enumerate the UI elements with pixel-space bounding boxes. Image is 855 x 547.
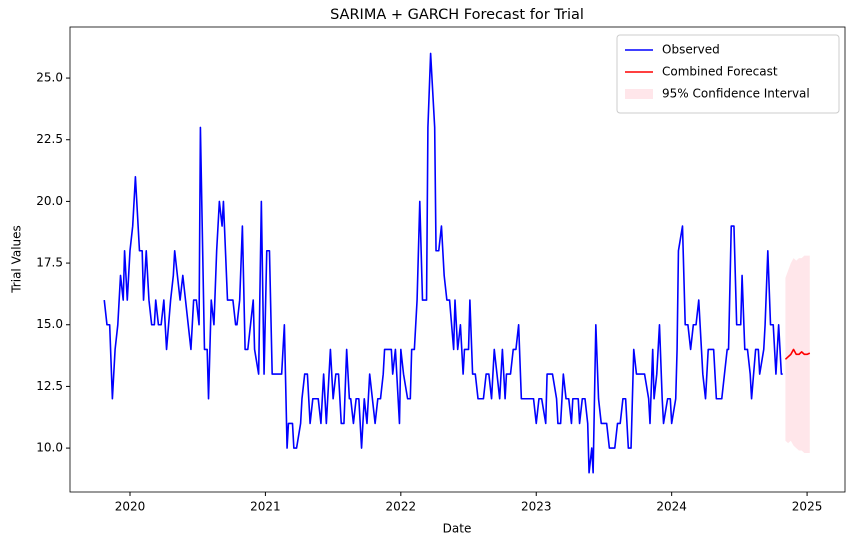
y-tick-label: 12.5	[36, 379, 63, 393]
y-tick-label: 22.5	[36, 132, 63, 146]
legend-swatch	[625, 89, 653, 99]
y-tick-label: 10.0	[36, 441, 63, 455]
legend-label: Observed	[662, 43, 720, 57]
y-axis-label: Trial Values	[10, 225, 24, 294]
chart-title: SARIMA + GARCH Forecast for Trial	[330, 7, 584, 23]
plot-frame	[69, 26, 846, 493]
legend-box	[616, 34, 840, 114]
y-tick-label: 17.5	[36, 256, 63, 270]
x-tick-label: 2020	[115, 500, 146, 514]
y-tick-label: 15.0	[36, 317, 63, 331]
legend-label: 95% Confidence Interval	[662, 87, 810, 101]
legend-label: Combined Forecast	[662, 65, 778, 79]
x-tick-label: 2021	[250, 500, 281, 514]
y-tick-label: 25.0	[36, 71, 63, 85]
x-tick-label: 2023	[521, 500, 552, 514]
x-axis-label: Date	[443, 522, 472, 536]
x-tick-label: 2024	[656, 500, 687, 514]
series-line	[103, 52, 783, 474]
x-tick-label: 2025	[792, 500, 823, 514]
series-line	[784, 348, 811, 360]
y-tick-label: 20.0	[36, 194, 63, 208]
x-tick-label: 2022	[386, 500, 417, 514]
